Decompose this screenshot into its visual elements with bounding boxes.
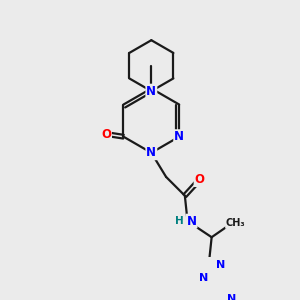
Text: CH₃: CH₃ xyxy=(226,218,246,228)
Text: N: N xyxy=(227,294,237,300)
Text: O: O xyxy=(101,128,111,140)
Text: O: O xyxy=(195,173,205,186)
Text: H: H xyxy=(175,216,184,226)
Text: N: N xyxy=(146,85,156,98)
Text: N: N xyxy=(216,260,226,270)
Text: N: N xyxy=(199,273,208,283)
Text: N: N xyxy=(187,214,196,228)
Text: N: N xyxy=(146,146,156,159)
Text: N: N xyxy=(174,130,184,143)
